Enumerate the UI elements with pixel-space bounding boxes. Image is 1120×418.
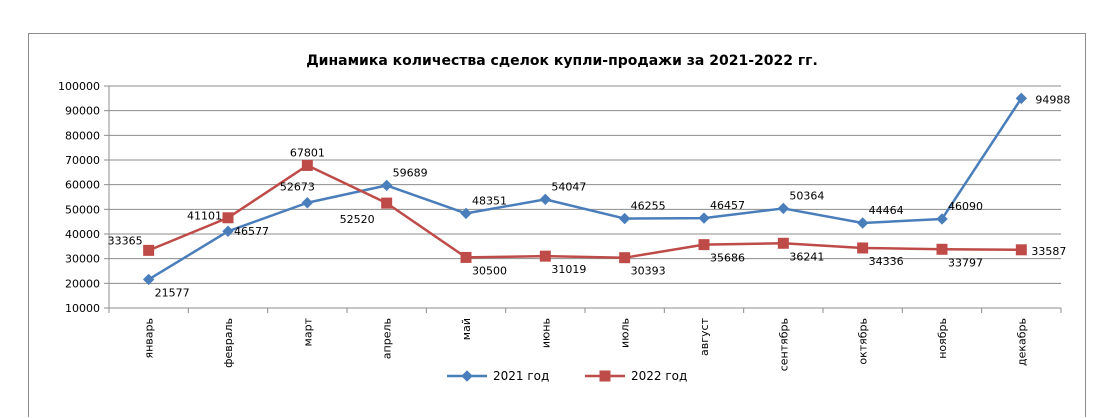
legend-marker: [461, 370, 473, 382]
line-chart: Динамика количества сделок купли-продажи…: [58, 53, 1071, 383]
x-tick-label: сентябрь: [777, 318, 790, 371]
data-point: [857, 242, 869, 254]
chart-frame: Динамика количества сделок купли-продажи…: [28, 33, 1086, 417]
series: [142, 92, 1028, 286]
data-point: [222, 212, 234, 224]
legend: 2021 год 2022 год: [447, 369, 687, 383]
data-label: 30393: [631, 265, 666, 278]
data-label: 94988: [1035, 93, 1070, 106]
data-point: [301, 197, 314, 209]
data-point: [618, 212, 631, 225]
x-tick-label: октябрь: [857, 318, 870, 365]
data-label: 30500: [472, 264, 507, 277]
x-tick-label: июнь: [539, 318, 552, 348]
data-point: [936, 243, 948, 255]
data-label: 59689: [393, 166, 428, 179]
data-point: [698, 239, 710, 251]
data-label: 46577: [234, 225, 269, 238]
series-line-1: [148, 97, 1023, 281]
y-tick-label: 40000: [65, 228, 100, 241]
legend-label: 2022 год: [631, 369, 687, 383]
y-tick-label: 50000: [65, 203, 100, 216]
data-label: 33365: [108, 234, 143, 247]
data-point: [380, 179, 393, 192]
y-tick-label: 80000: [65, 129, 100, 142]
y-tick-label: 60000: [65, 179, 100, 192]
data-label: 52673: [280, 181, 315, 194]
data-label: 52520: [340, 213, 375, 226]
data-point: [301, 159, 313, 171]
x-tick-label: январь: [143, 318, 156, 359]
data-point: [777, 237, 789, 249]
data-label: 67801: [290, 146, 325, 159]
x-tick-label: август: [698, 317, 711, 356]
x-tick-label: февраль: [222, 318, 235, 368]
data-label: 48351: [472, 194, 507, 207]
chart-title: Динамика количества сделок купли-продажи…: [306, 53, 818, 69]
data-point: [619, 252, 631, 264]
data-point: [142, 273, 155, 286]
data-point: [856, 217, 869, 229]
data-point: [460, 207, 472, 220]
x-tick-label: апрель: [381, 318, 394, 359]
data-point: [143, 244, 155, 256]
y-tick-label: 70000: [65, 154, 100, 167]
data-point: [1015, 244, 1027, 256]
x-tick-label: март: [301, 317, 314, 346]
data-label: 21577: [155, 286, 190, 299]
data-label: 46090: [948, 200, 983, 213]
legend-label: 2021 год: [493, 369, 549, 383]
y-axis-ticks: 100000 90000 80000 70000 60000 50000 40000 3000…: [58, 80, 100, 315]
legend-marker: [599, 370, 611, 382]
data-label: 46457: [710, 199, 745, 212]
data-label: 33587: [1031, 245, 1066, 258]
data-point: [698, 212, 710, 224]
x-axis-ticks: январь февраль март апрель май июнь июль август…: [143, 317, 1029, 371]
data-label: 46255: [631, 200, 666, 213]
data-label: 41101: [187, 209, 222, 222]
x-tick-label: май: [460, 318, 473, 340]
axes: [104, 85, 1062, 313]
data-label: 36241: [789, 250, 824, 263]
data-label: 50364: [789, 189, 824, 202]
x-tick-label: ноябрь: [936, 318, 949, 359]
y-tick-label: 100000: [58, 80, 100, 93]
data-label: 35686: [710, 252, 745, 265]
data-point: [460, 251, 472, 263]
data-point: [381, 197, 393, 209]
data-point: [539, 193, 552, 206]
data-point: [1015, 92, 1028, 105]
data-label: 54047: [551, 180, 586, 193]
data-label: 44464: [869, 204, 904, 217]
y-tick-label: 20000: [65, 277, 100, 290]
y-tick-label: 30000: [65, 253, 100, 266]
y-tick-label: 90000: [65, 105, 100, 118]
data-point: [539, 250, 551, 262]
data-label: 31019: [551, 263, 586, 276]
series-line-2: [148, 164, 1022, 259]
data-label: 33797: [948, 256, 983, 269]
x-tick-label: июль: [619, 318, 632, 348]
y-tick-label: 10000: [65, 302, 100, 315]
data-label: 34336: [869, 255, 904, 268]
data-point: [777, 202, 790, 215]
x-tick-label: декабрь: [1015, 318, 1028, 366]
data-labels: 21577 41101 52673 59689 48351 54047 46255 46457…: [108, 93, 1071, 299]
data-point: [222, 225, 234, 237]
data-point: [936, 213, 948, 225]
